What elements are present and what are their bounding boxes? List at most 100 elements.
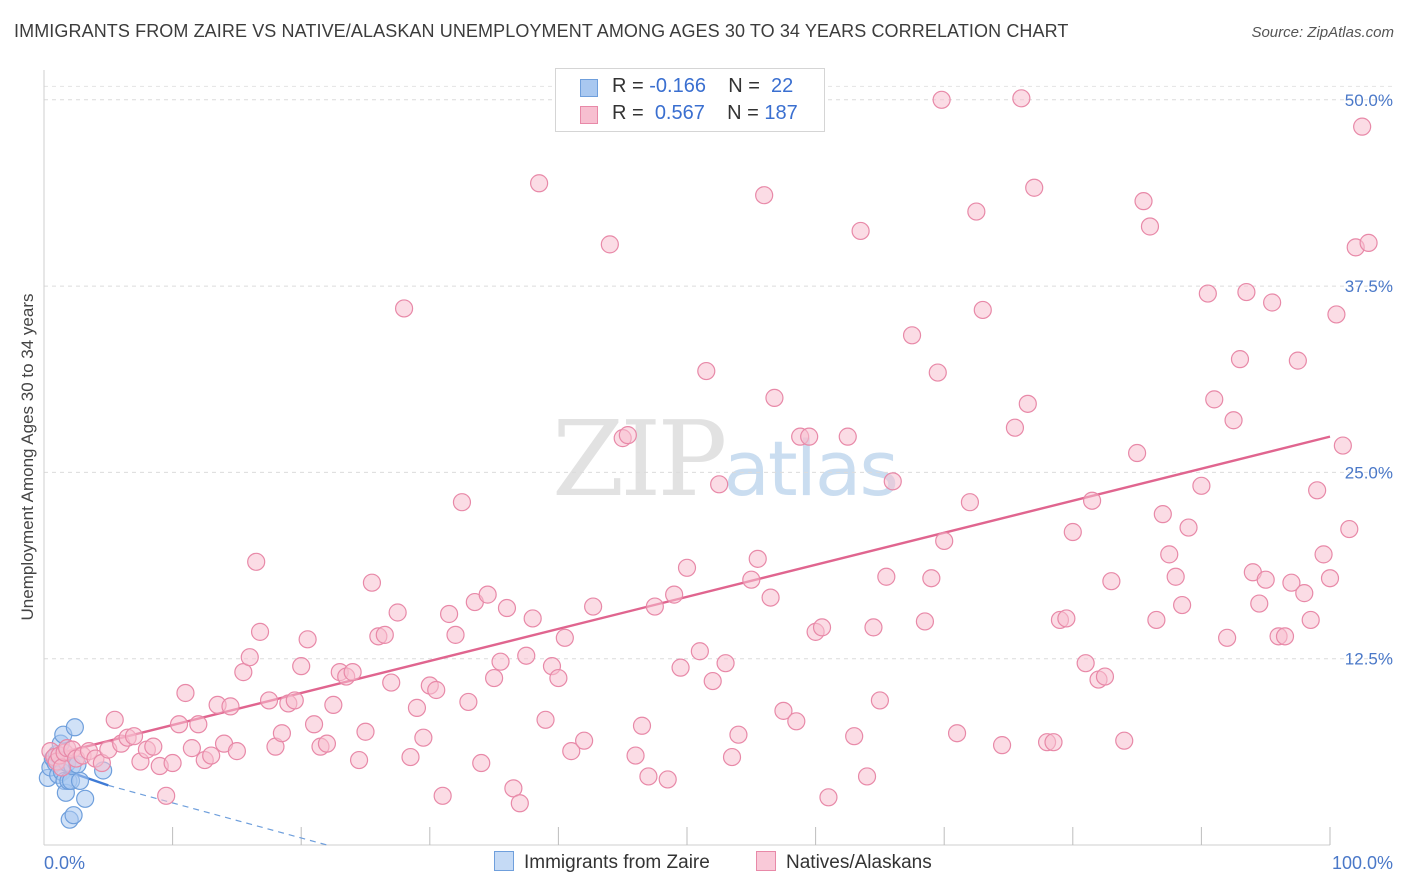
natives-point [716, 654, 735, 673]
watermark-zip: ZIP [552, 398, 727, 520]
natives-point [317, 734, 337, 753]
legend-swatch-zaire [580, 79, 598, 97]
natives-point [1147, 610, 1166, 630]
natives-point [639, 767, 658, 786]
natives-point [1160, 545, 1179, 564]
natives-point [935, 531, 954, 551]
natives-point [1076, 654, 1095, 673]
zaire-trend-extension [108, 784, 328, 846]
natives-point [877, 567, 896, 586]
natives-trend-line [43, 435, 1331, 759]
bottom-legend-label-natives: Natives/Alaskans [786, 852, 932, 873]
natives-point [870, 691, 890, 710]
natives-point [1140, 217, 1160, 236]
y-tick-label: 12.5% [1345, 650, 1393, 669]
natives-point [755, 186, 774, 205]
natives-point [298, 630, 317, 649]
natives-point [1082, 491, 1102, 510]
natives-point [304, 715, 324, 734]
natives-point [626, 746, 645, 765]
natives-point [932, 90, 951, 109]
axis-labels: 12.5% 25.0% 37.5% 50.0% 0.0% 100.0% Unemployme… [18, 91, 1393, 873]
natives-point [665, 585, 684, 604]
zaire-point [64, 806, 83, 825]
natives-point [1353, 117, 1372, 136]
natives-point [690, 642, 709, 661]
natives-point [774, 701, 793, 720]
natives-point [285, 691, 304, 710]
zaire-point [76, 789, 95, 808]
natives-point [401, 747, 420, 767]
natives-point [1282, 573, 1301, 592]
legend-n-label: N = [727, 102, 759, 124]
y-axis-label: Unemployment Among Ages 30 to 34 years [18, 294, 37, 621]
natives-point [1198, 284, 1217, 303]
natives-point [439, 604, 459, 624]
y-tick-label: 25.0% [1345, 463, 1393, 482]
natives-point [928, 363, 947, 382]
grid-lines [44, 85, 1392, 660]
natives-point [163, 753, 182, 773]
natives-point [1308, 481, 1327, 500]
natives-point [176, 683, 195, 703]
natives-point [710, 475, 729, 494]
y-tick-label: 50.0% [1345, 91, 1393, 110]
natives-point [1295, 584, 1314, 603]
natives-point [292, 657, 311, 676]
legend-swatch-natives [580, 106, 598, 124]
natives-point [800, 427, 819, 446]
natives-point [1115, 731, 1134, 750]
natives-point [446, 625, 465, 644]
natives-point [729, 725, 748, 744]
natives-point [1230, 350, 1250, 369]
natives-point [1275, 627, 1295, 646]
natives-point [247, 552, 266, 571]
legend-r-label: R = [612, 102, 644, 124]
natives-point [1018, 394, 1037, 413]
natives-point [375, 625, 394, 644]
natives-point [1333, 436, 1352, 455]
natives-point [250, 622, 270, 641]
watermark: ZIPatlas [552, 398, 899, 520]
natives-point [433, 786, 452, 805]
natives-point [922, 569, 941, 588]
natives-point [536, 710, 555, 729]
natives-point [618, 426, 637, 445]
natives-point [1044, 733, 1063, 752]
natives-point [1288, 351, 1307, 370]
legend-r-label: R = [612, 75, 644, 97]
natives-point [1263, 293, 1282, 312]
x-tick-label: 0.0% [44, 853, 85, 873]
natives-point [272, 724, 292, 743]
natives-point [857, 767, 877, 786]
natives-point [1256, 570, 1275, 589]
y-tick-label: 37.5% [1345, 277, 1393, 296]
natives-point [394, 299, 414, 318]
natives-point [105, 710, 124, 729]
natives-point [1012, 89, 1031, 108]
natives-point [202, 746, 221, 765]
legend-r-value: 0.567 [654, 102, 705, 124]
natives-point [485, 668, 504, 688]
natives-point [915, 612, 935, 631]
natives-point [645, 597, 664, 616]
natives-point [812, 618, 832, 637]
natives-point [787, 712, 806, 731]
natives-point [1166, 567, 1185, 586]
legend-r-value: -0.166 [649, 75, 706, 97]
bottom-legend-swatch-natives [756, 851, 776, 871]
natives-point [555, 628, 574, 647]
natives-point [1095, 667, 1115, 686]
natives-point [1301, 610, 1320, 630]
natives-point [697, 361, 716, 381]
zaire-point [65, 718, 84, 737]
natives-point [1205, 390, 1224, 409]
natives-point [819, 788, 838, 807]
natives-point [478, 585, 497, 604]
natives-point [960, 493, 980, 512]
natives-point [1192, 476, 1211, 495]
natives-point [1320, 569, 1340, 588]
natives-point [1327, 305, 1346, 324]
natives-point [182, 739, 201, 758]
natives-point [349, 750, 369, 770]
